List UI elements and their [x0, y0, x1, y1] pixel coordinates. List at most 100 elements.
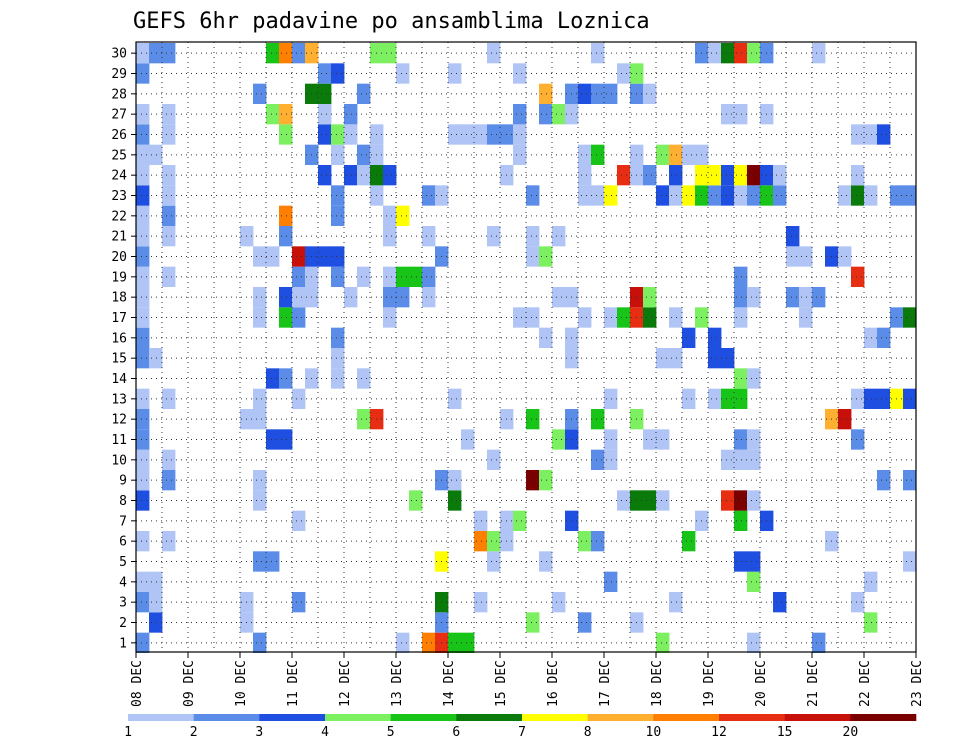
- heatmap-cell: [643, 429, 657, 450]
- heatmap-cell: [734, 449, 748, 470]
- heatmap-cell: [383, 205, 397, 226]
- heatmap-cell: [747, 165, 761, 186]
- heatmap-cell: [682, 388, 696, 409]
- heatmap-cell: [734, 368, 748, 389]
- y-tick-label: 6: [119, 535, 127, 550]
- y-tick-label: 9: [119, 474, 127, 489]
- heatmap-cell: [903, 551, 917, 572]
- heatmap-cell: [344, 104, 358, 125]
- heatmap-cell: [721, 490, 735, 511]
- heatmap-cell: [578, 531, 592, 552]
- heatmap-cell: [487, 226, 501, 247]
- heatmap-cell: [162, 266, 176, 287]
- heatmap-cell: [357, 144, 371, 165]
- heatmap-cell: [734, 185, 748, 206]
- colorbar-label: 6: [452, 725, 460, 740]
- heatmap-cell: [331, 266, 345, 287]
- colorbar-label: 7: [518, 725, 526, 740]
- heatmap-cell: [357, 165, 371, 186]
- heatmap-cell: [773, 185, 787, 206]
- colorbar-label: 8: [584, 725, 592, 740]
- heatmap-cell: [708, 43, 722, 64]
- heatmap-cell: [149, 144, 163, 165]
- heatmap-cell: [786, 246, 800, 267]
- heatmap-cell: [643, 490, 657, 511]
- y-tick-label: 12: [111, 413, 127, 428]
- heatmap-cell: [903, 307, 917, 328]
- heatmap-cell: [864, 571, 878, 592]
- heatmap-cell: [331, 246, 345, 267]
- heatmap-cell: [851, 185, 865, 206]
- y-tick-label: 3: [119, 596, 127, 611]
- x-tick-label: 18 DEC: [650, 660, 665, 707]
- heatmap-cell: [136, 348, 150, 369]
- chart-title: GEFS 6hr padavine po ansamblima Loznica: [133, 9, 650, 34]
- x-tick-label: 22 DEC: [858, 660, 873, 707]
- heatmap-cell: [448, 388, 462, 409]
- heatmap-cell: [344, 287, 358, 308]
- heatmap-cell: [253, 83, 267, 104]
- colorbar-segment: [128, 714, 194, 721]
- heatmap-cell: [422, 632, 436, 653]
- heatmap-cell: [279, 226, 293, 247]
- heatmap-cell: [851, 165, 865, 186]
- heatmap-cell: [396, 205, 410, 226]
- heatmap-cell: [279, 43, 293, 64]
- colorbar-label: 3: [255, 725, 263, 740]
- heatmap-cell: [253, 307, 267, 328]
- heatmap-cell: [513, 307, 527, 328]
- heatmap-cell: [877, 388, 891, 409]
- x-tick-label: 20 DEC: [754, 660, 769, 707]
- heatmap-cell: [526, 246, 540, 267]
- heatmap-cell: [734, 490, 748, 511]
- heatmap-cell: [656, 348, 670, 369]
- heatmap-cell: [903, 388, 917, 409]
- heatmap-cell: [149, 348, 163, 369]
- x-tick-label: 21 DEC: [806, 660, 821, 707]
- heatmap-cell: [851, 124, 865, 145]
- heatmap-cell: [851, 388, 865, 409]
- heatmap-cell: [643, 287, 657, 308]
- heatmap-cell: [344, 124, 358, 145]
- heatmap-cell: [734, 551, 748, 572]
- heatmap-cell: [136, 429, 150, 450]
- heatmap-cell: [383, 226, 397, 247]
- heatmap-cell: [643, 165, 657, 186]
- heatmap-cell: [383, 287, 397, 308]
- heatmap-cell: [773, 592, 787, 613]
- y-tick-label: 17: [111, 311, 127, 326]
- heatmap-cell: [136, 104, 150, 125]
- heatmap-cell: [734, 429, 748, 450]
- heatmap-cell: [136, 287, 150, 308]
- heatmap-cell: [344, 165, 358, 186]
- heatmap-cell: [591, 144, 605, 165]
- heatmap-cell: [136, 571, 150, 592]
- heatmap-cell: [331, 185, 345, 206]
- heatmap-cell: [747, 632, 761, 653]
- heatmap-cell: [721, 348, 735, 369]
- heatmap-cell: [136, 592, 150, 613]
- heatmap-cell: [734, 43, 748, 64]
- colorbar-label: 4: [321, 725, 329, 740]
- x-tick-label: 13 DEC: [390, 660, 405, 707]
- heatmap-cell: [279, 429, 293, 450]
- heatmap-cell: [513, 510, 527, 531]
- heatmap-cell: [747, 368, 761, 389]
- colorbar-segment: [259, 714, 326, 721]
- heatmap-cell: [292, 388, 306, 409]
- heatmap-cell: [136, 185, 150, 206]
- heatmap-cell: [903, 470, 917, 491]
- heatmap-cell: [253, 246, 267, 267]
- heatmap-cell: [448, 490, 462, 511]
- heatmap-cell: [851, 266, 865, 287]
- heatmap-cell: [643, 307, 657, 328]
- heatmap-cell: [734, 266, 748, 287]
- heatmap-cell: [318, 83, 332, 104]
- y-tick-label: 18: [111, 291, 127, 306]
- heatmap-cell: [162, 165, 176, 186]
- heatmap-cell: [812, 632, 826, 653]
- heatmap-cell: [487, 449, 501, 470]
- heatmap-cell: [721, 185, 735, 206]
- heatmap-cell: [851, 592, 865, 613]
